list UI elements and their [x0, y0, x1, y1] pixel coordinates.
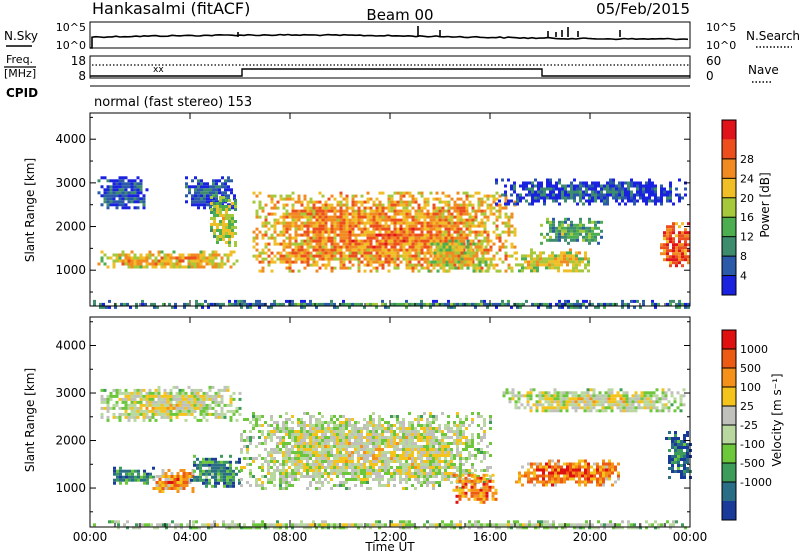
y-tick-label: 1000	[55, 481, 86, 495]
nave-label: Nave	[748, 63, 779, 77]
power-colorbar: 4 8 12 16 20 24 28	[722, 120, 754, 295]
nsky-tick-low: 10^0	[56, 39, 86, 52]
velocity-heatmap	[93, 386, 692, 529]
colorbar-segment	[722, 139, 736, 158]
colorbar-segment	[722, 217, 736, 236]
station-title: Hankasalmi (fitACF)	[92, 0, 250, 18]
freq-label: Freq.	[6, 53, 33, 66]
colorbar-tick-label: -100	[740, 438, 765, 451]
y-tick-label: 4000	[55, 339, 86, 353]
colorbar-tick-label: 20	[740, 192, 754, 205]
freq-tick-low: 8	[78, 69, 86, 83]
colorbar-segment	[722, 368, 736, 387]
colorbar-segment	[722, 256, 736, 275]
nsky-label: N.Sky	[4, 29, 38, 43]
nsearch-label: N.Search	[746, 29, 800, 43]
freq-tick-high: 18	[71, 54, 86, 68]
velocity-band	[113, 467, 155, 485]
noise-sky-line	[90, 35, 688, 49]
freq-unit-label: [MHz]	[4, 67, 36, 80]
velocity-band	[190, 455, 241, 488]
velocity-band	[665, 431, 692, 479]
colorbar-tick-label: 16	[740, 211, 754, 224]
colorbar-segment	[722, 444, 736, 463]
velocity-colorbar-label: Velocity [m s⁻¹]	[770, 373, 784, 466]
power-heatmap	[93, 176, 690, 309]
colorbar-tick-label: 25	[740, 400, 754, 413]
velocity-band	[503, 388, 686, 412]
power-band	[93, 300, 690, 309]
nsearch-tick-low: 10^0	[706, 39, 736, 52]
mode-text: normal (fast stereo) 153	[94, 95, 252, 110]
power-band	[98, 176, 149, 209]
x-tick-label: 08:00	[273, 530, 308, 544]
colorbar-tick-label: 8	[740, 250, 747, 263]
colorbar-segment	[722, 482, 736, 501]
colorbar-tick-label: 100	[740, 381, 761, 394]
y-tick-label: 4000	[55, 132, 86, 146]
colorbar-tick-label: 1000	[740, 343, 768, 356]
velocity-band	[101, 386, 242, 422]
power-band	[495, 179, 687, 206]
colorbar-tick-label: 12	[740, 231, 754, 244]
colorbar-segment	[722, 237, 736, 256]
velocity-colorbar: 1000 500 100 25 -25 -100 -500 -1000	[722, 330, 772, 520]
power-band	[98, 251, 239, 269]
colorbar-segment	[722, 198, 736, 217]
velocity-band	[240, 412, 492, 490]
x-tick-label: 00:00	[73, 530, 108, 544]
colorbar-tick-label: 4	[740, 270, 747, 283]
colorbar-tick-label: 500	[740, 362, 761, 375]
date-title: 05/Feb/2015	[596, 0, 690, 18]
y-tick-label: 3000	[55, 386, 86, 400]
y-tick-label: 2000	[55, 220, 86, 234]
power-band	[660, 222, 690, 267]
x-tick-label: 00:00	[673, 530, 708, 544]
nave-tick-high: 60	[706, 54, 721, 68]
colorbar-segment	[722, 425, 736, 444]
y-tick-label: 1000	[55, 263, 86, 277]
colorbar-segment	[722, 159, 736, 178]
colorbar-segment	[722, 349, 736, 368]
colorbar-segment	[722, 330, 736, 349]
power-band	[515, 248, 590, 272]
y-tick-label: 3000	[55, 176, 86, 190]
colorbar-segment	[722, 178, 736, 197]
colorbar-segment	[722, 387, 736, 406]
colorbar-segment	[722, 276, 736, 295]
colorbar-tick-label: 28	[740, 153, 754, 166]
power-colorbar-label: Power [dB]	[758, 172, 772, 237]
colorbar-tick-label: -25	[740, 419, 758, 432]
freq-spike-marks: xx	[153, 65, 164, 75]
colorbar-segment	[722, 406, 736, 425]
nave-tick-low: 0	[706, 69, 714, 83]
beam-title: Beam 00	[366, 6, 433, 24]
velocity-ylabel: Slant Range [km]	[23, 368, 37, 472]
cpid-label: CPID	[6, 86, 38, 100]
colorbar-segment	[722, 501, 736, 520]
x-tick-label: 16:00	[473, 530, 508, 544]
nsky-tick-high: 10^5	[56, 21, 86, 34]
colorbar-segment	[722, 463, 736, 482]
power-panel: 1000 2000 3000 4000 Slant Range [km] 4 8 12 16…	[23, 113, 772, 309]
velocity-band	[515, 460, 620, 487]
velocity-band	[153, 469, 195, 493]
colorbar-tick-label: 24	[740, 172, 754, 185]
freq-line	[90, 69, 690, 76]
nsearch-tick-high: 10^5	[706, 21, 736, 34]
time-xlabel: Time UT	[364, 540, 415, 554]
x-tick-label: 04:00	[173, 530, 208, 544]
noise-panel: N.Sky 10^5 10^0 10^5 10^0 N.Search	[4, 21, 800, 52]
colorbar-segment	[722, 120, 736, 139]
frequency-panel: Freq. [MHz] 18 8 60 0 Nave xx CPID norma…	[4, 53, 779, 110]
x-tick-label: 20:00	[573, 530, 608, 544]
colorbar-tick-label: -500	[740, 457, 765, 470]
colorbar-tick-label: -1000	[740, 476, 772, 489]
power-ylabel: Slant Range [km]	[23, 158, 37, 262]
power-band	[540, 218, 603, 245]
y-tick-label: 2000	[55, 434, 86, 448]
